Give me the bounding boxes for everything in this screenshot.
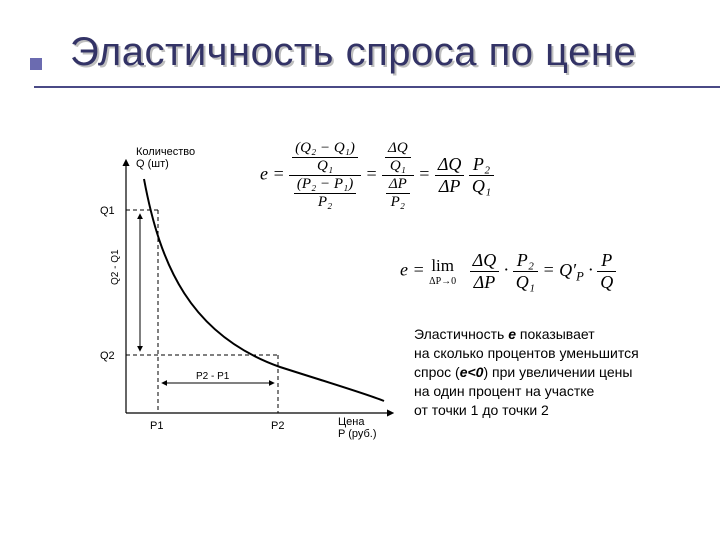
limit-symbol: lim — [429, 256, 456, 276]
f2-mid-b: P₂ Q₁ — [513, 250, 538, 293]
limit-sub: ΔP→0 — [429, 276, 456, 287]
formula-elasticity-discrete: e = (Q₂ − Q₁) Q₁ (P₂ − P₁) P₂ = ΔQ — [260, 140, 540, 240]
y-axis-label: Количество Q (шт) — [136, 146, 198, 170]
tick-q1: Q1 — [100, 205, 115, 217]
x-axis-label: Цена P (руб.) — [338, 416, 377, 440]
f2-lhs: e — [400, 260, 408, 280]
title-underline — [34, 86, 720, 88]
f1-rhs-a: ΔQ ΔP — [435, 154, 465, 197]
f2-mid-a: ΔQ ΔP — [470, 250, 500, 293]
tick-q2: Q2 — [100, 350, 115, 362]
f1-rhs-b: P₂ Q₁ — [469, 154, 494, 197]
title-text: Эластичность спроса по цене — [70, 30, 636, 74]
f1-mid-frac: ΔQ Q₁ ΔP P₂ — [382, 140, 414, 211]
q-delta-label: Q2 - Q1 — [110, 249, 121, 285]
f1-big-frac: (Q₂ − Q₁) Q₁ (P₂ − P₁) P₂ — [289, 140, 361, 211]
title-bullet — [30, 58, 42, 70]
f1-lhs: e — [260, 164, 268, 184]
f2-deriv: Q′P — [559, 260, 588, 280]
p-delta-label: P2 - P1 — [196, 371, 230, 382]
tick-p1: P1 — [150, 420, 163, 432]
formula-elasticity-limit: e = lim ΔP→0 ΔQ ΔP · P₂ Q₁ = Q′P · P Q — [400, 250, 700, 310]
tick-p2: P2 — [271, 420, 284, 432]
explanation-text: Эластичность e показываетна сколько проц… — [414, 325, 720, 419]
f2-rhs-b: P Q — [597, 250, 616, 293]
slide-root: Эластичность спроса по цене Эластичность… — [0, 0, 720, 540]
